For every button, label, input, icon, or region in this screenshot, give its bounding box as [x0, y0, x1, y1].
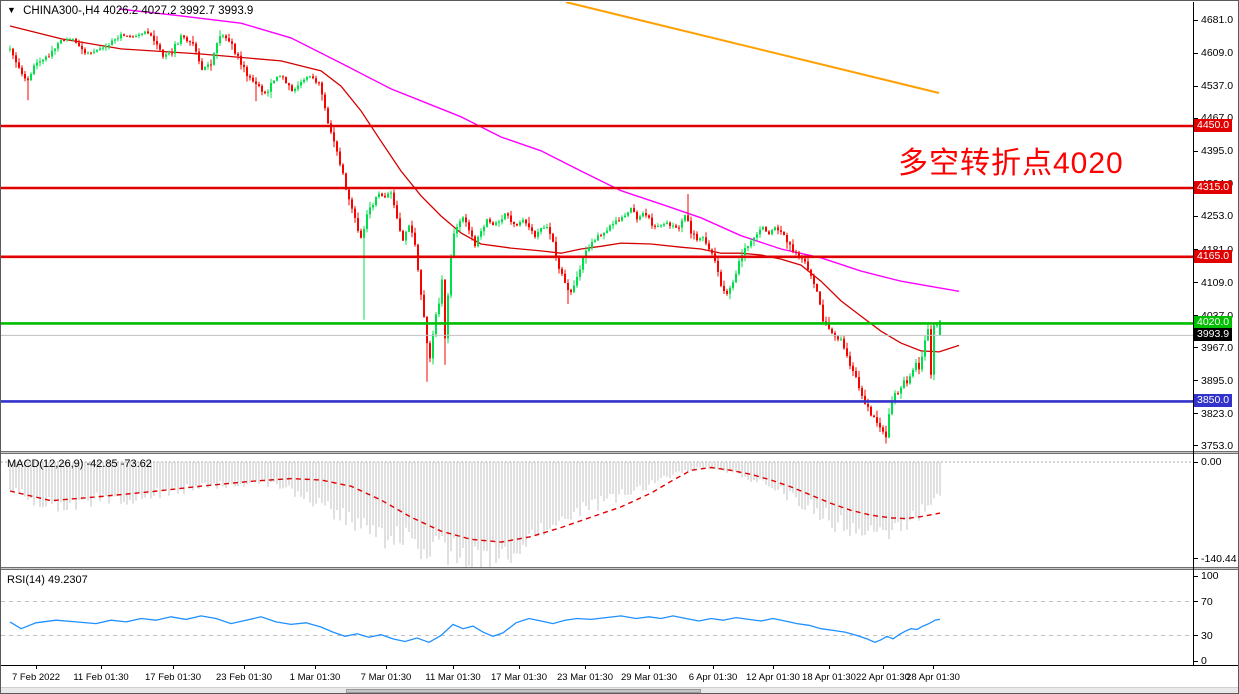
price-axis-tick — [1193, 53, 1198, 54]
time-tick-label: 11 Feb 01:30 — [73, 672, 129, 683]
price-level-tag: 4315.0 — [1194, 181, 1233, 194]
price-axis-tick — [1193, 445, 1198, 446]
time-tick-label: 17 Feb 01:30 — [145, 672, 201, 683]
price-level-tag: 4450.0 — [1194, 119, 1233, 132]
rsi-axis-label: 0 — [1201, 655, 1207, 667]
macd-min-label: -140.44 — [1201, 552, 1237, 565]
time-tick — [386, 666, 387, 669]
price-axis-tick — [1193, 347, 1198, 348]
price-axis-tick — [1193, 216, 1198, 217]
price-axis-label: 4253.0 — [1201, 210, 1234, 223]
time-tick-label: 7 Mar 01:30 — [360, 672, 412, 683]
time-tick-label: 17 Mar 01:30 — [491, 672, 547, 683]
panel-separator-rsi[interactable] — [1, 567, 1238, 570]
price-axis-label: 4109.0 — [1201, 276, 1234, 289]
time-tick — [36, 666, 37, 669]
time-tick-label: 29 Mar 01:30 — [621, 672, 677, 683]
time-tick-label: 11 Mar 01:30 — [425, 672, 481, 683]
time-tick-label: 6 Apr 01:30 — [688, 672, 738, 683]
ohlc-values: 4026.2 4027.2 3992.7 3993.9 — [103, 5, 254, 17]
current-price-tag: 3993.9 — [1194, 328, 1233, 341]
rsi-indicator-label: RSI(14) 49.2307 — [7, 574, 88, 586]
symbol-period-label: CHINA300-,H4 — [23, 5, 100, 17]
price-level-tag: 3850.0 — [1194, 394, 1233, 407]
time-tick — [585, 666, 586, 669]
time-tick-label: 7 Feb 2022 — [11, 672, 61, 683]
macd-panel-canvas[interactable] — [1, 454, 1193, 567]
price-level-tag: 4165.0 — [1194, 250, 1233, 263]
time-tick-label: 22 Apr 01:30 — [856, 672, 910, 683]
symbol-dropdown-icon[interactable]: ▼ — [7, 5, 16, 15]
price-axis-label: 4537.0 — [1201, 80, 1234, 93]
price-axis-tick — [1193, 249, 1198, 250]
time-tick — [101, 666, 102, 669]
rsi-axis-label: 70 — [1201, 595, 1213, 608]
price-axis-label: 4395.0 — [1201, 145, 1234, 158]
time-axis[interactable]: 7 Feb 2022 11 Feb 01:30 17 Feb 01:30 23 Feb… — [1, 665, 1238, 690]
price-axis-border — [1193, 2, 1194, 665]
time-tick — [649, 666, 650, 669]
price-axis-tick — [1193, 20, 1198, 21]
price-axis-tick — [1193, 315, 1198, 316]
price-axis-tick — [1193, 413, 1198, 414]
price-axis-tick — [1193, 282, 1198, 283]
price-axis-label: 3823.0 — [1201, 407, 1234, 420]
time-tick-label: 23 Mar 01:30 — [557, 672, 613, 683]
price-axis-tick — [1193, 380, 1198, 381]
rsi-name: RSI(14) — [7, 574, 45, 586]
macd-min-tick — [1193, 558, 1198, 559]
macd-name: MACD(12,26,9) — [7, 458, 84, 470]
price-axis-tick — [1193, 86, 1198, 87]
time-tick — [829, 666, 830, 669]
macd-indicator-label: MACD(12,26,9) -42.85 -73.62 — [7, 458, 152, 470]
horizontal-scrollbar[interactable] — [1, 687, 1238, 693]
time-tick-label: 28 Apr 01:30 — [906, 672, 960, 683]
scrollbar-thumb[interactable] — [346, 689, 701, 693]
time-tick-label: 23 Feb 01:30 — [216, 672, 272, 683]
time-tick — [519, 666, 520, 669]
time-tick — [713, 666, 714, 669]
rsi-axis-tick — [1193, 635, 1198, 636]
price-axis-label: 3753.0 — [1201, 439, 1234, 452]
time-tick — [315, 666, 316, 669]
macd-zero-tick — [1193, 462, 1198, 463]
macd-values: -42.85 -73.62 — [86, 458, 152, 470]
price-axis-label: 4681.0 — [1201, 14, 1234, 26]
rsi-axis-tick — [1193, 576, 1198, 577]
time-tick — [773, 666, 774, 669]
time-tick — [244, 666, 245, 669]
rsi-axis-tick — [1193, 661, 1198, 662]
time-tick-label: 18 Apr 01:30 — [802, 672, 856, 683]
rsi-axis-tick — [1193, 601, 1198, 602]
rsi-axis-label: 100 — [1201, 570, 1219, 582]
time-tick — [883, 666, 884, 669]
rsi-axis-label: 30 — [1201, 629, 1213, 642]
time-tick — [173, 666, 174, 669]
price-level-tag: 4020.0 — [1194, 316, 1233, 329]
time-tick — [933, 666, 934, 669]
rsi-value: 49.2307 — [47, 574, 88, 586]
chart-title: ▼ CHINA300-,H4 4026.2 4027.2 3992.7 3993… — [7, 5, 253, 17]
price-chart-canvas[interactable] — [1, 2, 1193, 451]
price-axis-label: 3967.0 — [1201, 341, 1234, 354]
price-axis-label: 3895.0 — [1201, 374, 1234, 387]
panel-separator-macd[interactable] — [1, 451, 1238, 454]
macd-zero-label: 0.00 — [1201, 456, 1222, 468]
price-axis-label: 4609.0 — [1201, 47, 1234, 60]
annotation-text: 多空转折点4020 — [898, 147, 1124, 180]
time-tick — [453, 666, 454, 669]
price-axis-tick — [1193, 151, 1198, 152]
price-axis-tick — [1193, 118, 1198, 119]
rsi-panel-canvas[interactable] — [1, 570, 1193, 665]
time-tick-label: 12 Apr 01:30 — [746, 672, 800, 683]
time-tick-label: 1 Mar 01:30 — [289, 672, 341, 683]
